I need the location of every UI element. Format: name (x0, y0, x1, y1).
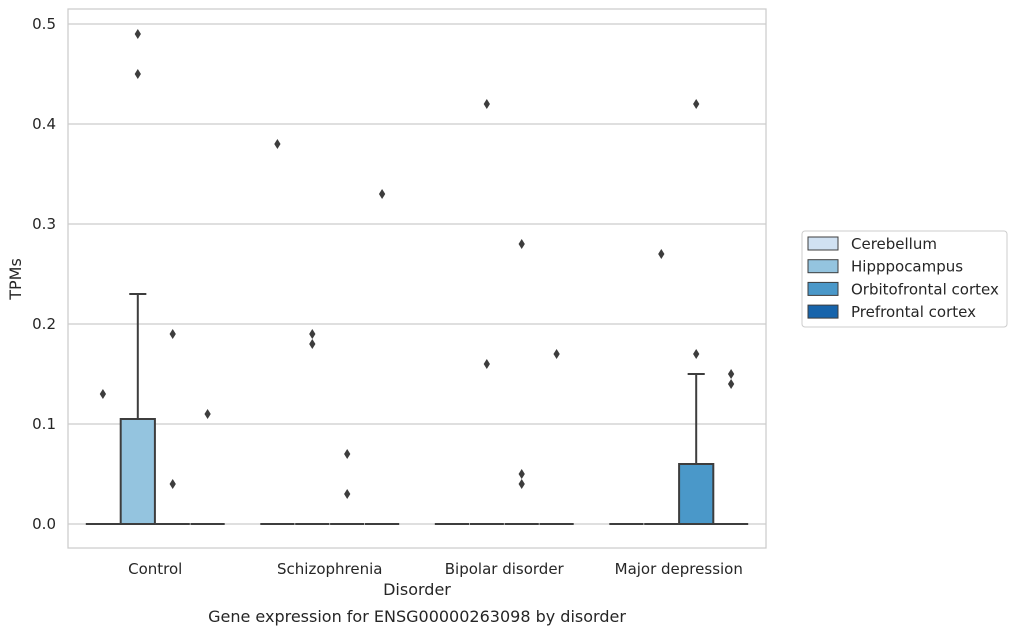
x-tick-label: Schizophrenia (277, 560, 382, 578)
legend-swatch (807, 259, 839, 274)
y-tick-label: 0.2 (32, 315, 56, 333)
outlier-point (169, 328, 176, 340)
outlier-point (134, 68, 141, 80)
legend-label: Orbitofrontal cortex (851, 280, 999, 298)
box-hipppocampus (644, 248, 679, 525)
outlier-point (518, 468, 525, 480)
outlier-point (553, 348, 560, 360)
y-tick-label: 0.3 (32, 215, 56, 233)
outlier-point (99, 388, 107, 400)
legend-label: Hipppocampus (851, 258, 963, 276)
y-tick-labels: 0.0 0.1 0.2 0.3 0.4 0.5 (32, 15, 56, 533)
outlier-point (658, 248, 665, 260)
box-plot-series (85, 28, 749, 525)
box-body (119, 418, 156, 525)
outlier-point (693, 98, 700, 110)
box-prefrontal-cortex (190, 408, 225, 525)
x-tick-labels: Control Schizophrenia Bipolar disorder Majo… (128, 560, 743, 578)
legend-swatch (807, 304, 839, 319)
box-hipppocampus (119, 28, 156, 525)
box-orbitofrontal-cortex (678, 98, 715, 525)
outlier-point (483, 98, 490, 110)
y-tick-label: 0.5 (32, 15, 56, 33)
outlier-point (309, 338, 316, 350)
chart-caption: Gene expression for ENSG00000263098 by d… (208, 607, 626, 626)
outlier-point (169, 478, 176, 490)
outlier-point (274, 138, 281, 150)
box-cerebellum (260, 138, 295, 525)
outlier-point (344, 448, 351, 460)
box-hipppocampus (469, 98, 504, 525)
outlier-point (727, 378, 735, 390)
legend-label: Cerebellum (851, 235, 937, 253)
box-orbitofrontal-cortex (155, 328, 190, 525)
outlier-point (134, 28, 141, 40)
outlier-point (693, 348, 700, 360)
y-tick-label: 0.4 (32, 115, 56, 133)
legend-frame (801, 230, 1008, 328)
outlier-point (518, 238, 525, 250)
x-tick-label: Bipolar disorder (445, 560, 565, 578)
box-body (678, 463, 715, 525)
outlier-point (378, 188, 386, 200)
outlier-point (344, 488, 351, 500)
y-axis-title: TPMs (6, 258, 25, 301)
plot-area (67, 8, 767, 549)
legend-swatch (807, 236, 839, 251)
outlier-point (309, 328, 316, 340)
y-tick-label: 0.0 (32, 515, 56, 533)
y-tick-label: 0.1 (32, 415, 56, 433)
box-hipppocampus (295, 328, 330, 525)
box-prefrontal-cortex (539, 348, 574, 525)
x-axis-title: Disorder (383, 580, 451, 599)
x-tick-label: Control (128, 560, 182, 578)
box-prefrontal-cortex (364, 188, 400, 525)
legend-swatch (807, 281, 839, 296)
legend: Cerebellum Hipppocampus Orbitofrontal cort… (801, 230, 1008, 328)
box-prefrontal-cortex (713, 368, 749, 525)
outlier-point (727, 368, 735, 380)
x-tick-label: Major depression (615, 560, 743, 578)
outlier-point (204, 408, 211, 420)
outlier-point (518, 478, 525, 490)
outlier-point (483, 358, 490, 370)
box-cerebellum (85, 388, 121, 525)
box-orbitofrontal-cortex (504, 238, 539, 525)
box-orbitofrontal-cortex (330, 448, 365, 525)
legend-label: Prefrontal cortex (851, 303, 976, 321)
